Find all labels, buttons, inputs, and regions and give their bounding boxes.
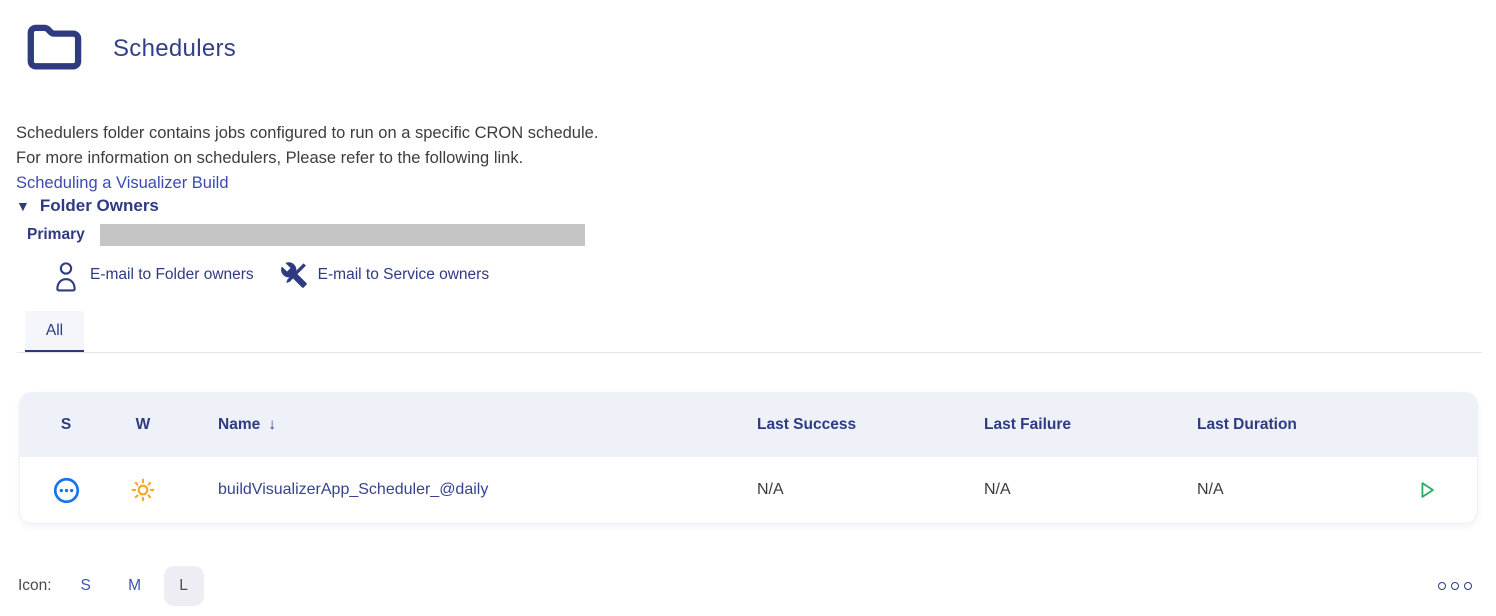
primary-owner-redacted-value [100,224,585,246]
column-header-name-label: Name [218,416,261,433]
column-header-status[interactable]: S [60,416,72,433]
icon-size-group: Icon: S M L [18,566,213,606]
person-icon [52,259,80,292]
scheduling-doc-link[interactable]: Scheduling a Visualizer Build [16,174,229,192]
folder-owners-title: Folder Owners [39,196,159,215]
circle-dot-icon [1464,582,1472,590]
email-folder-owners-link[interactable]: E-mail to Folder owners [52,259,254,292]
icon-size-small[interactable]: S [80,577,91,594]
more-options-button[interactable] [1434,578,1476,594]
last-failure-value: N/A [984,481,1011,498]
scheduler-name[interactable]: buildVisualizerApp_Scheduler_@daily [218,481,489,498]
primary-label: Primary [27,226,85,243]
last-success-value: N/A [757,481,784,498]
folder-owners-toggle[interactable]: ▼ Folder Owners [16,196,159,216]
email-service-owners-label: E-mail to Service owners [317,266,490,283]
icon-size-label: Icon: [18,577,52,594]
table-row[interactable]: buildVisualizerApp_Scheduler_@daily N/A … [20,457,1477,523]
email-service-owners-link[interactable]: E-mail to Service owners [280,261,489,289]
tools-icon [280,261,308,289]
page-title: Schedulers [113,34,237,62]
folder-icon [22,12,88,85]
tab-all[interactable]: All [25,311,84,353]
run-play-button[interactable] [1416,478,1438,502]
status-ellipsis-icon[interactable] [53,477,80,504]
column-header-last-failure[interactable]: Last Failure [984,416,1071,433]
description-line-1: Schedulers folder contains jobs configur… [16,124,599,142]
column-header-name[interactable]: Name ↓ [174,416,757,434]
column-header-weather[interactable]: W [135,416,151,433]
table-header-row: S W Name ↓ Last Success Last Failure Las… [20,393,1477,457]
email-folder-owners-label: E-mail to Folder owners [90,266,254,283]
collapse-triangle-icon: ▼ [16,198,30,214]
last-duration-value: N/A [1197,481,1224,498]
column-header-last-duration[interactable]: Last Duration [1197,416,1297,433]
circle-dot-icon [1451,582,1459,590]
weather-sun-icon[interactable] [130,477,156,503]
schedulers-table: S W Name ↓ Last Success Last Failure Las… [20,393,1477,523]
icon-size-medium[interactable]: M [128,577,142,594]
tab-divider [17,352,1482,353]
sort-desc-icon[interactable]: ↓ [268,416,276,433]
description-line-2: For more information on schedulers, Plea… [16,149,524,167]
circle-dot-icon [1438,582,1446,590]
primary-owner-row: Primary [27,224,585,246]
column-header-last-success[interactable]: Last Success [757,416,857,433]
folder-description: Schedulers folder contains jobs configur… [16,121,598,196]
footer-bar: Icon: S M L [18,563,1476,609]
email-actions-row: E-mail to Folder owners E-mail to Servic… [52,255,489,295]
page-header: Schedulers [22,12,236,85]
icon-size-large[interactable]: L [163,566,204,606]
